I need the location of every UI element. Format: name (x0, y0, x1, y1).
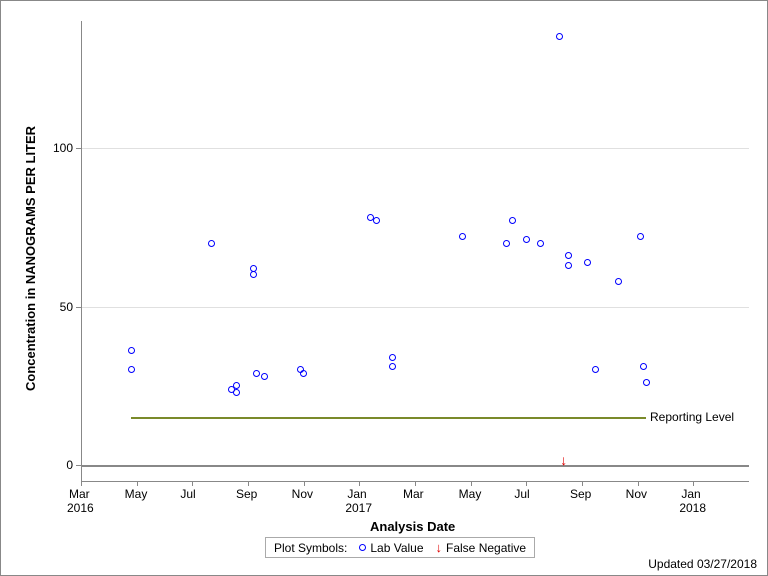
false-negative-marker: ↓ (560, 453, 567, 467)
down-arrow-icon: ↓ (436, 540, 443, 555)
legend-title: Plot Symbols: (274, 541, 347, 555)
grid-line (81, 307, 749, 308)
x-tick-year: 2016 (67, 501, 94, 515)
x-tick-label: May (459, 487, 482, 501)
plot-area (81, 21, 749, 481)
y-axis (81, 21, 82, 481)
zero-line (81, 465, 749, 467)
grid-line (81, 148, 749, 149)
lab-value-marker (300, 370, 307, 377)
x-tick-label: Sep (236, 487, 257, 501)
x-tick-label: Mar (403, 487, 424, 501)
y-tick-label: 50 (60, 300, 73, 314)
lab-value-marker (565, 262, 572, 269)
lab-value-marker (253, 370, 260, 377)
lab-value-marker (261, 373, 268, 380)
x-tick-label: Jul (180, 487, 195, 501)
y-axis-title: Concentration in NANOGRAMS PER LITER (23, 126, 38, 391)
x-axis (81, 481, 749, 482)
x-axis-title: Analysis Date (370, 519, 455, 534)
lab-value-marker (565, 252, 572, 259)
lab-value-marker (615, 278, 622, 285)
reporting-level-label: Reporting Level (650, 410, 734, 424)
x-tick-label: May (125, 487, 148, 501)
legend: Plot Symbols: Lab Value ↓ False Negative (265, 537, 535, 558)
x-tick-label: Jan (681, 487, 700, 501)
x-tick-label: Sep (570, 487, 591, 501)
circle-icon (359, 544, 366, 551)
lab-value-marker (640, 363, 647, 370)
lab-value-marker (208, 240, 215, 247)
legend-label: False Negative (446, 541, 526, 555)
reporting-level-line (131, 417, 646, 419)
lab-value-marker (503, 240, 510, 247)
chart-container: 050100Mar2016MayJulSepNovJan2017MarMayJu… (0, 0, 768, 576)
x-tick-year: 2018 (679, 501, 706, 515)
lab-value-marker (537, 240, 544, 247)
lab-value-marker (459, 233, 466, 240)
x-tick-label: Jul (514, 487, 529, 501)
legend-item-false-negative: ↓ False Negative (436, 540, 527, 555)
lab-value-marker (389, 354, 396, 361)
x-tick-label: Nov (292, 487, 313, 501)
lab-value-marker (643, 379, 650, 386)
x-tick-year: 2017 (345, 501, 372, 515)
lab-value-marker (373, 217, 380, 224)
lab-value-marker (584, 259, 591, 266)
updated-text: Updated 03/27/2018 (648, 557, 757, 571)
y-tick-label: 100 (53, 141, 73, 155)
x-tick-label: Jan (347, 487, 366, 501)
legend-item-lab-value: Lab Value (359, 541, 423, 555)
x-tick-label: Nov (626, 487, 647, 501)
y-tick-label: 0 (66, 458, 73, 472)
x-tick-label: Mar (69, 487, 90, 501)
legend-label: Lab Value (370, 541, 423, 555)
